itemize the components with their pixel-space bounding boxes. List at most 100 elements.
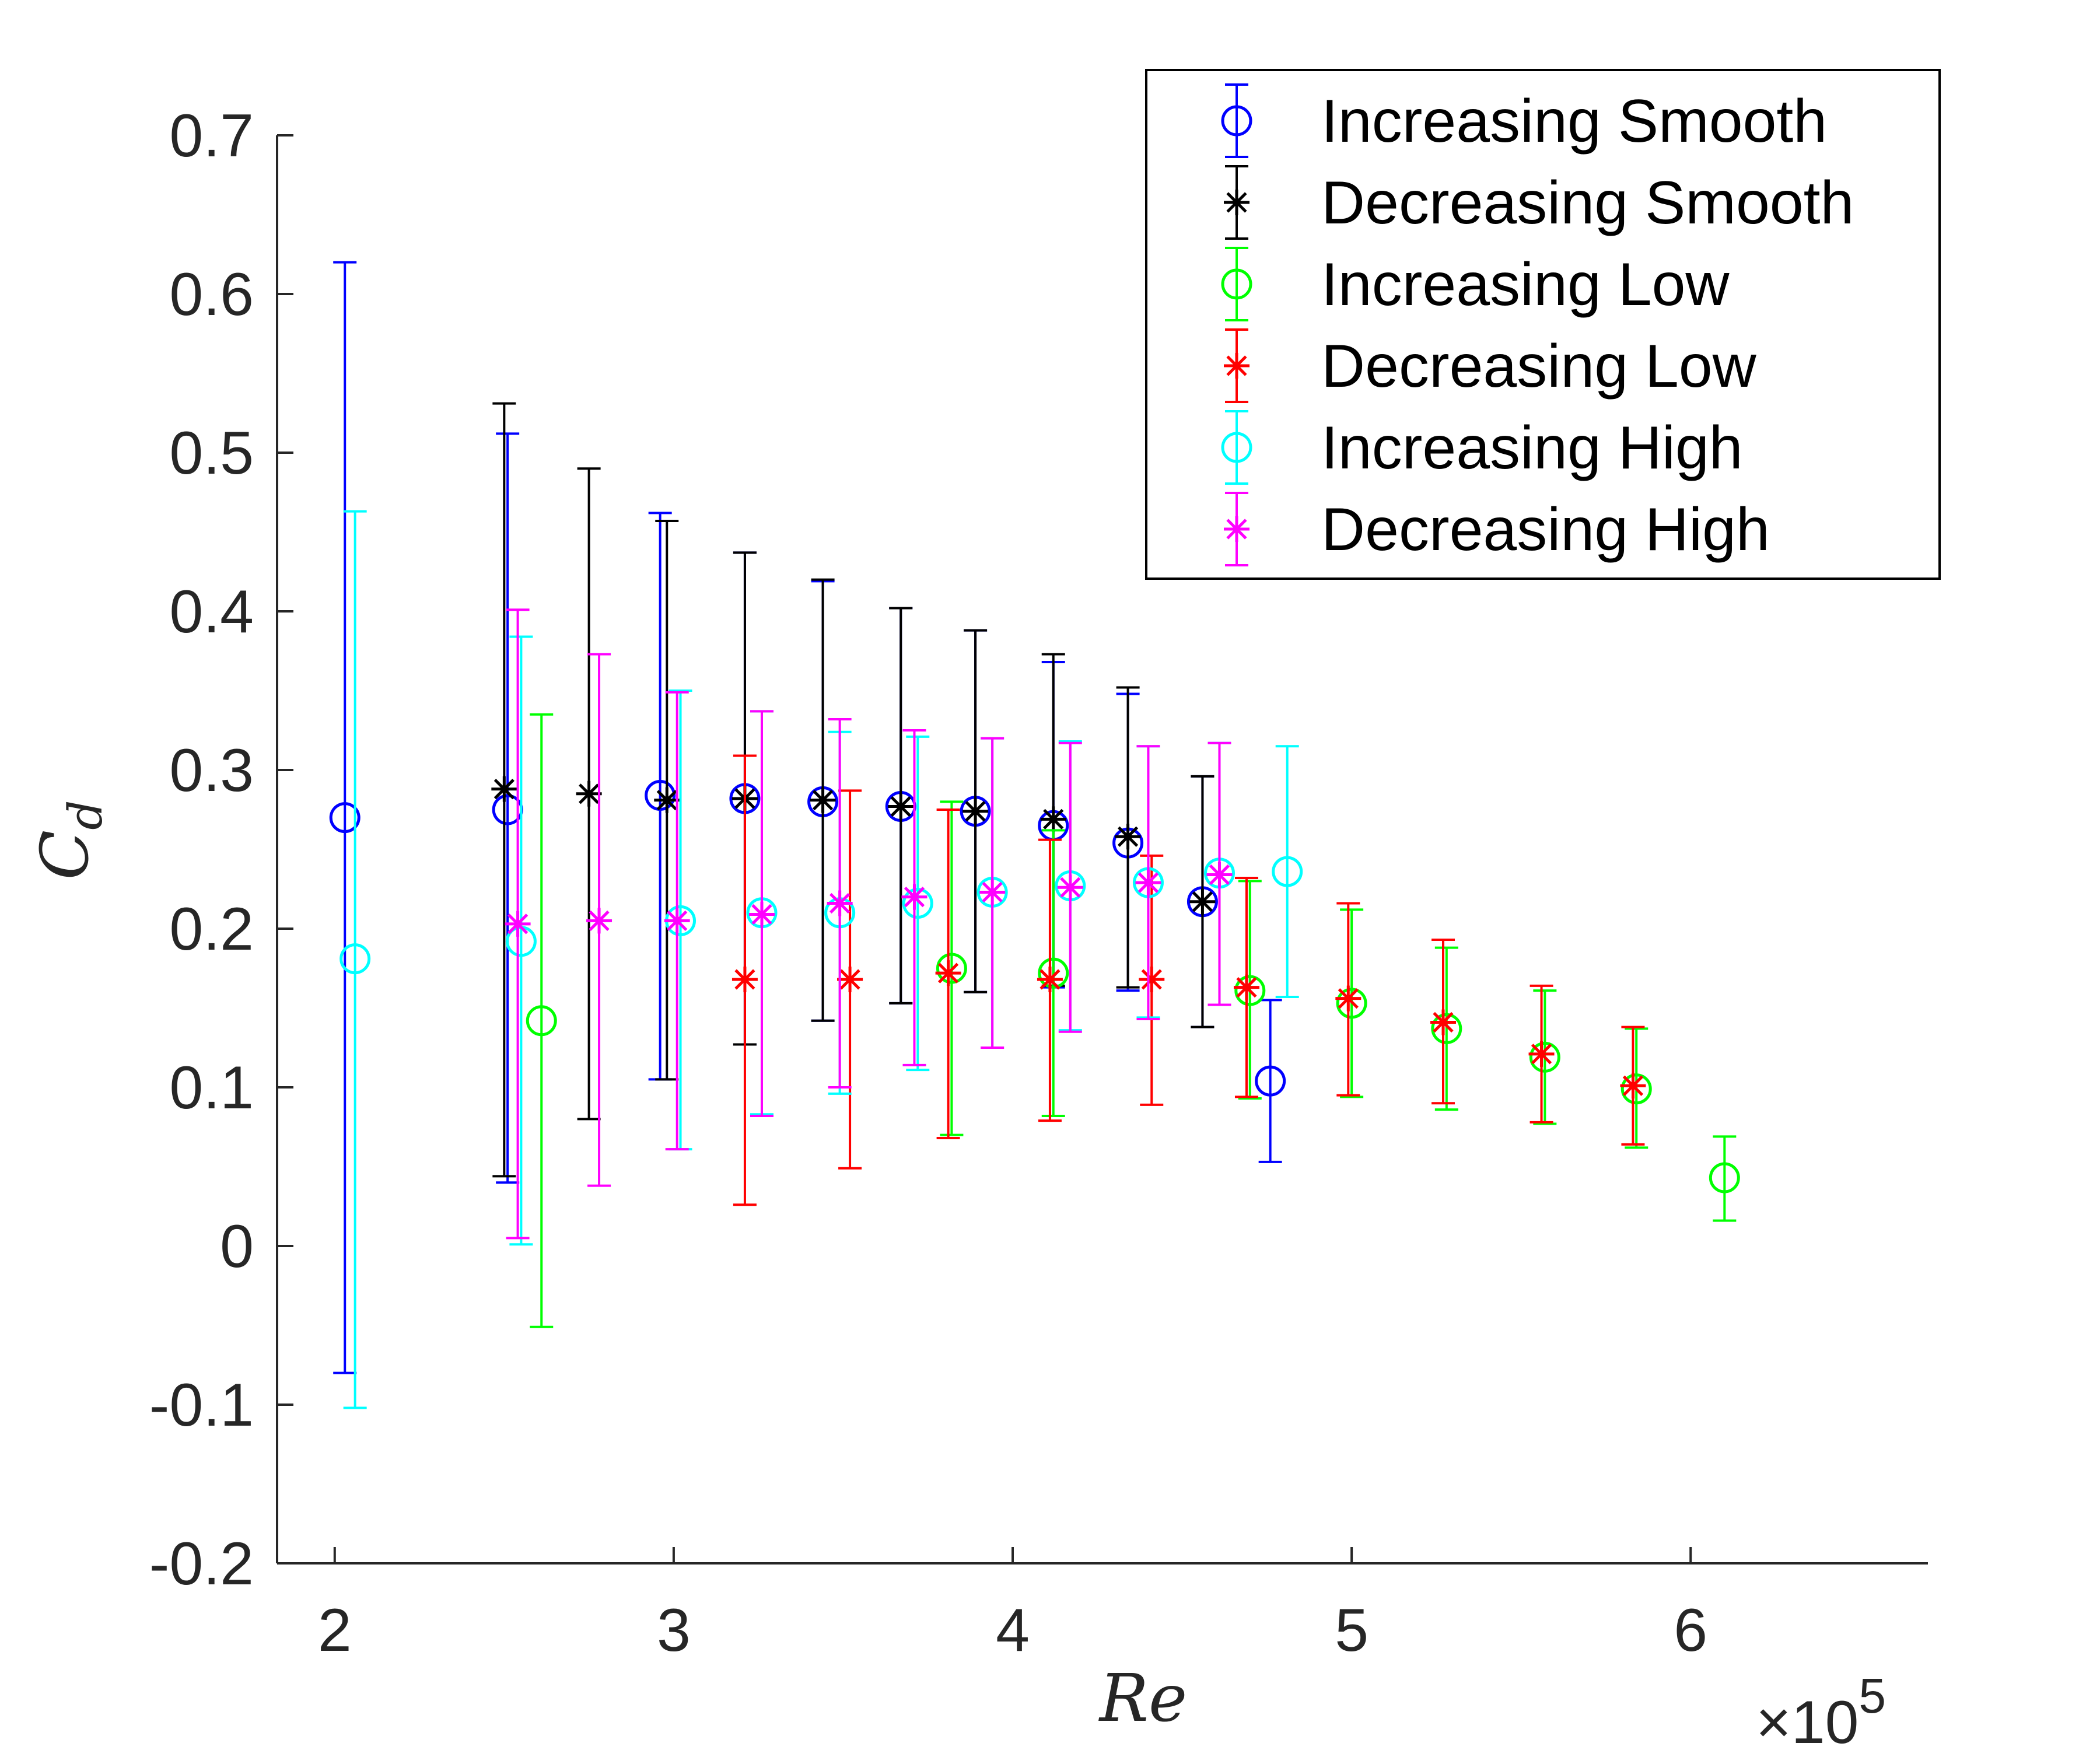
marker-star — [491, 776, 517, 802]
marker-star — [586, 908, 612, 934]
legend-label: Increasing High — [1321, 414, 1743, 482]
data-point — [340, 510, 371, 1409]
marker-circle — [1620, 1073, 1652, 1105]
y-tick-label: 0.7 — [169, 102, 254, 170]
axes: 2 3 4 5 6 -0.2 -0.1 0 0.1 0.2 0.3 0.4 0.5 0.6 0.7 — [149, 102, 1928, 1664]
marker-star — [1139, 967, 1165, 993]
data-point — [888, 607, 914, 1005]
data-point — [1272, 745, 1303, 998]
x-tick-label: 3 — [657, 1597, 691, 1664]
legend-label: Decreasing Low — [1321, 332, 1757, 400]
data-point — [1335, 902, 1362, 1097]
marker-star — [732, 967, 758, 993]
y-tick-label: 0.1 — [169, 1054, 254, 1122]
marker-star — [888, 793, 914, 820]
data-point — [902, 735, 933, 1072]
marker-star — [664, 908, 690, 934]
data-point — [491, 402, 517, 1178]
marker-star — [963, 798, 989, 824]
data-point — [810, 578, 836, 1022]
data-point — [963, 629, 989, 993]
data-point — [1233, 876, 1259, 1098]
y-tick-label: 0.2 — [169, 895, 254, 963]
plot-area — [329, 261, 1740, 1409]
marker-star — [901, 884, 928, 910]
marker-circle — [1255, 1065, 1286, 1097]
y-axis-title-main: C — [27, 830, 103, 880]
x-tick-label: 2 — [318, 1597, 352, 1664]
data-point — [1528, 984, 1555, 1124]
marker-circle — [1221, 105, 1252, 136]
marker-star — [810, 787, 836, 813]
marker-star — [1620, 1073, 1646, 1099]
marker-star — [827, 890, 853, 916]
data-point — [935, 808, 961, 1140]
marker-circle — [1336, 988, 1367, 1019]
data-point — [901, 729, 928, 1066]
y-tick-label: 0.5 — [169, 419, 254, 487]
marker-star — [1224, 190, 1250, 215]
marker-star — [1037, 967, 1063, 993]
legend-label: Decreasing High — [1321, 496, 1770, 564]
marker-star — [1335, 985, 1362, 1012]
legend-label: Decreasing Smooth — [1321, 169, 1854, 237]
marker-circle — [1038, 957, 1069, 989]
y-axis-title-sub: d — [58, 800, 113, 830]
data-point — [979, 737, 1006, 1049]
y-tick-label: -0.1 — [149, 1371, 254, 1439]
marker-star — [1224, 516, 1250, 542]
y-tick-label: 0.6 — [169, 261, 254, 328]
data-point — [1255, 999, 1286, 1163]
data-point — [732, 754, 758, 1206]
data-point — [1038, 829, 1069, 1117]
marker-circle — [1272, 856, 1303, 887]
data-point — [1431, 946, 1462, 1111]
x-axis-title: Re — [1098, 1661, 1188, 1737]
legend-item-2: Increasing Low — [1221, 247, 1730, 321]
data-point — [827, 718, 853, 1088]
marker-circle — [1234, 975, 1266, 1006]
y-tick-label: 0.3 — [169, 737, 254, 804]
marker-circle — [936, 953, 967, 984]
marker-star — [505, 911, 531, 937]
marker-star — [1189, 888, 1216, 915]
data-point — [526, 713, 557, 1328]
marker-star — [1528, 1041, 1555, 1067]
marker-star — [979, 879, 1006, 905]
marker-star — [576, 780, 602, 807]
marker-circle — [1529, 1041, 1560, 1073]
legend-item-3: Decreasing Low — [1224, 328, 1757, 403]
data-point — [505, 608, 531, 1240]
x-tick-label: 5 — [1335, 1597, 1368, 1664]
data-point — [1135, 745, 1161, 1021]
x-axis-multiplier-exp: 5 — [1859, 1668, 1886, 1723]
data-point — [837, 789, 863, 1170]
data-point — [1115, 686, 1141, 989]
legend-item-4: Increasing High — [1221, 410, 1743, 485]
series-5 — [505, 608, 1233, 1240]
y-axis-title: Cd — [27, 800, 113, 880]
data-point — [1037, 838, 1063, 1122]
y-tick-label: 0.4 — [169, 578, 254, 646]
data-point — [1057, 741, 1083, 1033]
marker-circle — [902, 887, 933, 919]
marker-circle — [1431, 1013, 1462, 1044]
series-1 — [491, 402, 1216, 1178]
legend-item-1: Decreasing Smooth — [1224, 165, 1854, 240]
legend-box — [1145, 69, 1941, 580]
marker-star — [1040, 806, 1066, 832]
data-point — [1206, 741, 1233, 1006]
marker-circle — [1221, 432, 1252, 463]
legend-item-5: Decreasing High — [1224, 492, 1770, 566]
marker-circle — [645, 780, 676, 811]
legend-item-0: Increasing Smooth — [1221, 83, 1827, 158]
y-tick-label: 0 — [220, 1213, 254, 1280]
y-tick-label: -0.2 — [149, 1530, 254, 1598]
legend: Increasing Smooth Decreasing Smooth Increa… — [1145, 69, 1941, 580]
marker-circle — [1221, 268, 1252, 300]
data-point — [586, 653, 612, 1187]
marker-circle — [1709, 1162, 1740, 1194]
marker-star — [1206, 862, 1233, 888]
data-point — [576, 467, 602, 1121]
